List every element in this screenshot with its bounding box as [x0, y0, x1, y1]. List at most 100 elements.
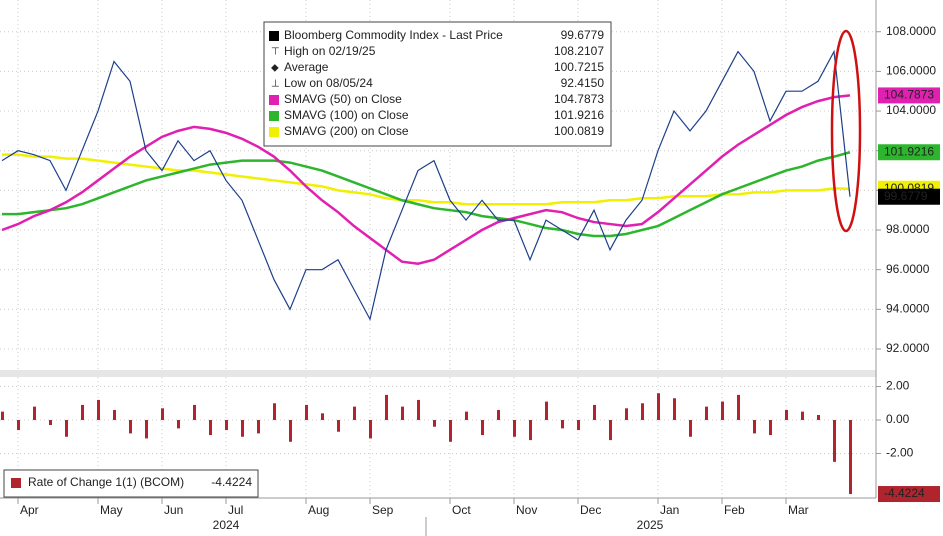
bar — [593, 404, 596, 421]
x-tick-label: Nov — [516, 503, 537, 517]
value-tag-label: -4.4224 — [884, 486, 925, 500]
bar — [257, 420, 260, 434]
x-tick-label: Sep — [372, 503, 394, 517]
bar — [561, 420, 564, 429]
bar — [289, 420, 292, 442]
bar — [705, 406, 708, 421]
bar — [33, 406, 36, 421]
bar — [465, 411, 468, 421]
legend-value: 100.7215 — [554, 60, 604, 74]
moving-average-line — [1, 94, 851, 265]
year-label: 2025 — [637, 518, 664, 532]
legend-label: SMAVG (200) on Close — [284, 124, 409, 138]
legend-value: -4.4224 — [211, 475, 252, 489]
bar — [273, 403, 276, 421]
bar — [689, 420, 692, 437]
legend-marker — [269, 111, 279, 121]
legend-marker — [269, 127, 279, 137]
bar — [145, 420, 148, 439]
legend-marker — [269, 31, 279, 41]
legend-value: 108.2107 — [554, 44, 604, 58]
legend-value: 101.9216 — [554, 108, 604, 122]
bar — [481, 420, 484, 436]
legend-value: 100.0819 — [554, 124, 604, 138]
y-tick-label: 104.0000 — [886, 103, 936, 117]
price-line — [1, 49, 851, 321]
value-tag — [878, 486, 940, 503]
y-tick-label: 108.0000 — [886, 24, 936, 38]
bar — [49, 420, 52, 426]
bar — [385, 394, 388, 421]
value-tag-label: 101.9216 — [884, 144, 934, 158]
x-tick-label: May — [100, 503, 123, 517]
bar — [577, 420, 580, 431]
bar — [497, 409, 500, 421]
bar — [545, 401, 548, 421]
legend-value: 99.6779 — [561, 28, 605, 42]
year-label: 2024 — [213, 518, 240, 532]
legend-marker — [269, 95, 279, 105]
x-tick-label: Mar — [788, 503, 809, 517]
bar — [801, 411, 804, 421]
bar — [1, 411, 4, 421]
bar — [625, 408, 628, 421]
bar — [817, 414, 820, 421]
legend-glyph: ⊤ — [271, 47, 280, 58]
moving-average-line — [2, 151, 851, 238]
bar — [305, 404, 308, 421]
bar — [241, 420, 244, 437]
bar — [97, 399, 100, 421]
value-tag — [878, 188, 940, 205]
bar — [769, 420, 772, 436]
y-tick-label: 2.00 — [886, 379, 910, 393]
y-tick-label: 96.0000 — [886, 262, 930, 276]
bar — [513, 420, 516, 437]
bar — [177, 420, 180, 429]
bar — [161, 408, 164, 421]
bar — [433, 420, 436, 427]
bar — [529, 420, 532, 441]
highlight-ellipse — [830, 29, 862, 233]
legend-label: Bloomberg Commodity Index - Last Price — [284, 28, 503, 42]
x-tick-label: Dec — [580, 503, 601, 517]
bar — [225, 420, 228, 431]
x-tick-label: Oct — [452, 503, 471, 517]
bar — [113, 409, 116, 421]
moving-average-line — [2, 153, 851, 206]
panel-divider — [0, 370, 876, 377]
x-tick-label: Jul — [228, 503, 243, 517]
bar — [209, 420, 212, 436]
legend-glyph: ⊥ — [271, 79, 280, 90]
legend-value: 92.4150 — [561, 76, 605, 90]
legend-glyph: ◆ — [271, 63, 279, 74]
legend-label: SMAVG (50) on Close — [284, 92, 402, 106]
bar — [721, 401, 724, 421]
bar — [673, 398, 676, 421]
bar — [321, 413, 324, 421]
legend-label: High on 02/19/25 — [284, 44, 376, 58]
bar — [657, 393, 660, 421]
bar — [353, 406, 356, 421]
bar — [17, 420, 20, 431]
y-tick-label: 92.0000 — [886, 341, 930, 355]
legend-marker — [11, 478, 21, 488]
bar — [129, 420, 132, 434]
legend-label: SMAVG (100) on Close — [284, 108, 409, 122]
x-tick-label: Aug — [308, 503, 329, 517]
value-tag — [878, 144, 940, 161]
value-tag-label: 104.7873 — [884, 88, 934, 102]
legend-label: Rate of Change 1(1) (BCOM) — [28, 475, 184, 489]
bar — [417, 399, 420, 421]
legend-box — [3, 469, 259, 498]
bar — [193, 404, 196, 421]
bar — [369, 420, 372, 439]
bar — [641, 403, 644, 421]
bar — [81, 404, 84, 421]
bar — [337, 420, 340, 432]
y-tick-label: 98.0000 — [886, 222, 930, 236]
legend-label: Average — [284, 60, 329, 74]
y-tick-label: 94.0000 — [886, 301, 930, 315]
y-tick-label: 0.00 — [886, 412, 910, 426]
bar — [849, 420, 852, 495]
